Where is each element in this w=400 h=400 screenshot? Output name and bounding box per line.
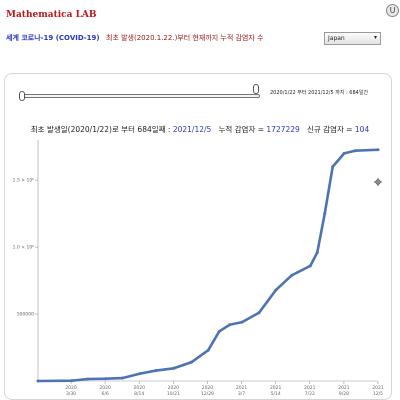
data-point	[331, 165, 335, 169]
x-tick-year-label: 2021	[372, 385, 384, 391]
summary-line: 최초 발생일(2020/1/22)로 부터 684일째 : 2021/12/5 …	[0, 124, 400, 135]
x-tick-year-label: 2020	[202, 385, 214, 391]
data-point	[138, 372, 142, 376]
data-point	[290, 273, 294, 277]
data-point	[206, 348, 210, 352]
data-point	[353, 149, 357, 153]
data-point	[70, 379, 74, 383]
data-point	[376, 148, 380, 152]
data-point	[240, 320, 244, 324]
data-point	[323, 212, 327, 216]
new-cases-label: 신규 감염자 =	[306, 125, 355, 134]
data-point	[36, 379, 40, 383]
x-tick-date-label: 12/29	[201, 391, 214, 397]
x-tick-year-label: 2021	[236, 385, 248, 391]
x-tick-date-label: 8/14	[134, 391, 144, 397]
data-point	[189, 360, 193, 364]
y-tick-label: 500000	[17, 312, 34, 318]
x-tick-date-label: 10/21	[167, 391, 180, 397]
data-point	[121, 376, 125, 380]
y-tick-label: 1.5 × 10⁶	[13, 178, 35, 184]
x-tick-date-label: 6/6	[101, 391, 108, 397]
country-select-value: Japan	[328, 35, 345, 42]
data-point	[274, 288, 278, 292]
date-range-end-handle[interactable]	[253, 84, 259, 94]
x-tick-date-label: 12/5	[373, 391, 383, 397]
cumulative-value: 1727229	[266, 125, 300, 134]
summary-prefix: 최초 발생일(2020/1/22)로 부터 684일째 :	[30, 125, 173, 134]
data-point	[342, 151, 346, 155]
summary-date: 2021/12/5	[172, 125, 212, 134]
x-tick-year-label: 2020	[133, 385, 145, 391]
x-tick-year-label: 2021	[304, 385, 316, 391]
x-tick-year-label: 2020	[65, 385, 77, 391]
date-range-start-handle[interactable]	[19, 91, 25, 101]
chart-panel	[4, 73, 392, 400]
cumulative-label: 누적 감염자 =	[218, 125, 267, 134]
data-point	[154, 369, 158, 373]
x-tick-date-label: 7/22	[305, 391, 315, 397]
crosshair-icon[interactable]	[374, 178, 382, 186]
data-point	[315, 250, 319, 254]
data-point	[217, 329, 221, 333]
chevron-down-icon: ▾	[373, 34, 377, 41]
country-select[interactable]: Japan ▾	[324, 32, 381, 45]
x-tick-date-label: 3/30	[66, 391, 76, 397]
x-tick-year-label: 2021	[338, 385, 350, 391]
x-tick-date-label: 3/7	[238, 391, 245, 397]
data-point	[228, 323, 232, 327]
x-tick-date-label: 5/14	[271, 391, 281, 397]
data-point	[86, 377, 90, 381]
page-title: 세계 코로나-19 (COVID-19)	[6, 34, 100, 42]
x-tick-year-label: 2021	[270, 385, 282, 391]
x-tick-year-label: 2020	[168, 385, 180, 391]
data-point	[104, 377, 108, 381]
info-icon[interactable]: U	[386, 4, 399, 17]
app-title: Mathematica LAB	[6, 10, 97, 20]
new-cases-value: 104	[354, 125, 370, 134]
data-point	[172, 366, 176, 370]
data-point	[257, 311, 261, 315]
x-tick-year-label: 2020	[99, 385, 111, 391]
y-tick-label: 1.0 × 10⁶	[13, 245, 35, 251]
data-point	[308, 264, 312, 268]
date-range-label: 2020/1/22 부터 2021/12/5 까지 : 684일간	[270, 90, 369, 96]
series-line-cumulative-cases	[36, 148, 380, 383]
x-tick-date-label: 9/28	[339, 391, 349, 397]
page-description: 최초 발생(2020.1.22.)부터 현재까지 누적 감염자 수	[106, 34, 264, 42]
